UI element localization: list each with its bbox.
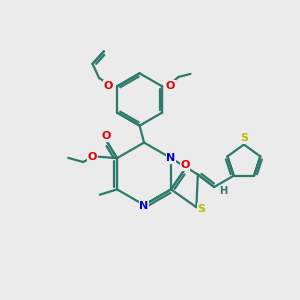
Text: S: S	[240, 133, 248, 143]
Text: N: N	[167, 153, 176, 163]
Text: H: H	[220, 186, 228, 196]
Text: O: O	[166, 81, 175, 91]
Text: O: O	[180, 160, 189, 170]
Text: O: O	[104, 81, 113, 91]
Text: S: S	[198, 204, 206, 214]
Text: O: O	[102, 131, 111, 141]
Text: O: O	[87, 152, 97, 162]
Text: N: N	[140, 201, 149, 211]
